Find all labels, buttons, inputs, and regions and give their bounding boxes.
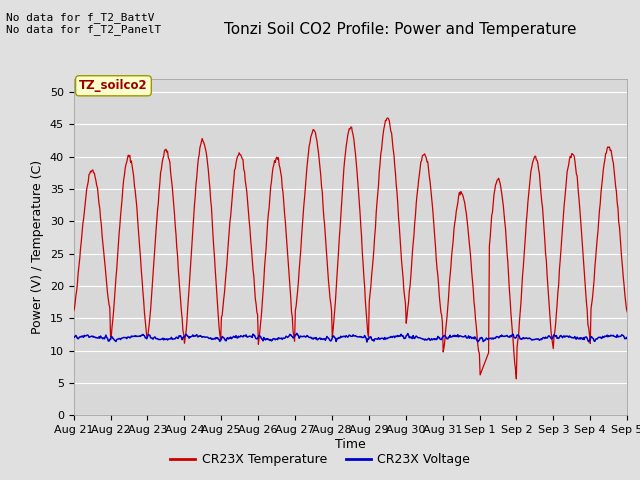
Text: Tonzi Soil CO2 Profile: Power and Temperature: Tonzi Soil CO2 Profile: Power and Temper… bbox=[224, 22, 577, 36]
Text: TZ_soilco2: TZ_soilco2 bbox=[79, 79, 148, 92]
Text: No data for f_T2_BattV: No data for f_T2_BattV bbox=[6, 12, 155, 23]
X-axis label: Time: Time bbox=[335, 438, 366, 451]
Text: No data for f_T2_PanelT: No data for f_T2_PanelT bbox=[6, 24, 162, 35]
Legend: CR23X Temperature, CR23X Voltage: CR23X Temperature, CR23X Voltage bbox=[165, 448, 475, 471]
Y-axis label: Power (V) / Temperature (C): Power (V) / Temperature (C) bbox=[31, 160, 44, 334]
